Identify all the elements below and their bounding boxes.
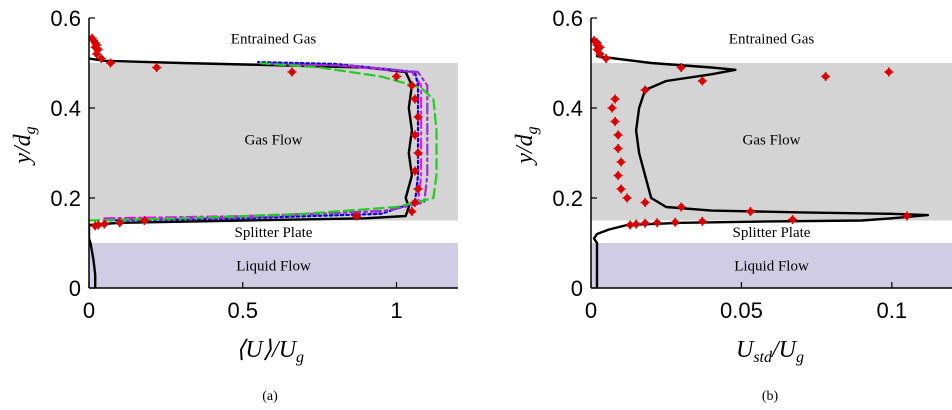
scatter-point: [625, 220, 635, 230]
panel-a-ylabel: y/dg: [10, 126, 39, 165]
region-band-2: [591, 220, 952, 243]
scatter-point: [610, 117, 620, 126]
y-tick-label: 0.2: [50, 186, 81, 211]
panel-b-xlabel: Ustd/Ug: [736, 337, 804, 366]
panel-a-xlabel: ⟨U⟩/Ug: [236, 337, 304, 366]
series-line-4: [89, 61, 438, 222]
region-label-2: Splitter Plate: [733, 225, 811, 241]
region-label-3: Liquid Flow: [734, 259, 809, 275]
panel-b-caption: (b): [762, 389, 779, 404]
y-tick-label: 0: [69, 276, 81, 301]
scatter-point: [902, 211, 912, 221]
panel-b-ylabel: y/dg: [512, 126, 541, 165]
scatter-point: [884, 67, 894, 77]
scatter-point: [139, 216, 149, 225]
x-tick-label: 0.5: [227, 298, 258, 323]
region-label-0: Entrained Gas: [231, 31, 317, 47]
region-label-3: Liquid Flow: [236, 259, 311, 275]
scatter-point: [697, 76, 707, 86]
scatter-point: [595, 49, 605, 59]
scatter-point: [788, 215, 798, 225]
scatter-point: [676, 202, 686, 212]
x-tick-label: 1: [390, 298, 402, 323]
scatter-point: [697, 216, 707, 226]
x-tick-label: 0: [83, 298, 95, 323]
region-label-0: Entrained Gas: [729, 31, 815, 47]
scatter-point: [670, 217, 680, 227]
series-line-0: [592, 55, 930, 288]
panel-b-plot-area: Entrained Gas Gas Flow Splitter Plate Liqui…: [552, 6, 952, 323]
scatter-point: [610, 94, 620, 104]
region-band-0: [89, 18, 458, 63]
region-band-1: [89, 63, 458, 221]
scatter-point: [616, 157, 626, 167]
scatter-point: [410, 130, 420, 140]
scatter-point: [613, 171, 623, 180]
region-label-1: Gas Flow: [743, 133, 801, 149]
x-tick-label: 0.1: [877, 298, 908, 323]
y-tick-label: 0.2: [552, 186, 583, 211]
scatter-point: [640, 218, 650, 228]
scatter-point: [613, 144, 623, 153]
scatter-point: [607, 103, 617, 113]
scatter-point: [676, 63, 686, 72]
panel-a-plot-area: Entrained Gas Gas Flow Splitter Plate Liqui…: [50, 6, 458, 323]
region-band-2: [89, 220, 458, 243]
scatter-point: [99, 219, 109, 229]
scatter-point: [410, 166, 420, 176]
scatter-point: [821, 72, 831, 81]
region-label-1: Gas Flow: [245, 133, 303, 149]
scatter-point: [410, 94, 420, 104]
scatter-point: [413, 112, 423, 122]
scatter-point: [601, 54, 611, 63]
panel-a: Entrained Gas Gas Flow Splitter Plate Liqui…: [10, 6, 458, 404]
region-band-0: [591, 18, 952, 63]
region-band-3: [591, 243, 952, 288]
scatter-point: [407, 81, 417, 90]
scatter-point: [96, 54, 106, 63]
scatter-point: [90, 221, 100, 231]
scatter-point: [106, 58, 116, 68]
scatter-point: [413, 148, 423, 158]
scatter-point: [407, 207, 417, 216]
scatter-point: [352, 211, 362, 221]
scatter-point: [287, 67, 297, 77]
region-band-3: [89, 243, 458, 288]
series-line-0: [89, 57, 414, 288]
scatter-point: [613, 130, 623, 140]
scatter-point: [92, 49, 102, 59]
region-label-2: Splitter Plate: [235, 225, 313, 241]
y-tick-label: 0.6: [50, 6, 81, 31]
scatter-point: [640, 198, 650, 207]
scatter-point: [152, 63, 162, 72]
x-tick-label: 0.05: [720, 298, 763, 323]
scatter-point: [413, 184, 423, 194]
y-tick-label: 0: [571, 276, 583, 301]
panel-b: Entrained Gas Gas Flow Splitter Plate Liqui…: [512, 6, 952, 404]
y-tick-label: 0.4: [552, 96, 583, 121]
scatter-point: [745, 207, 755, 216]
y-tick-label: 0.4: [50, 96, 81, 121]
scatter-point: [652, 218, 662, 228]
panel-a-caption: (a): [262, 389, 278, 404]
scatter-point: [622, 193, 632, 203]
scatter-point: [640, 85, 650, 95]
scatter-point: [616, 184, 626, 194]
y-tick-label: 0.6: [552, 6, 583, 31]
scatter-point: [392, 72, 401, 81]
scatter-point: [410, 198, 420, 207]
x-tick-label: 0: [585, 298, 597, 323]
scatter-point: [115, 218, 125, 228]
